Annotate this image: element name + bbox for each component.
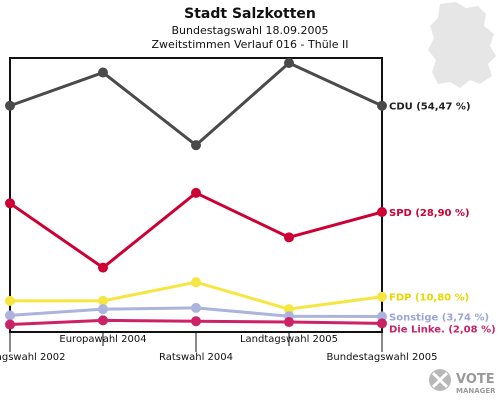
series-label-die-linke: Die Linke. (2,08 %) <box>389 324 496 335</box>
germany-map-icon <box>428 2 496 88</box>
data-point-die-linke <box>377 318 387 329</box>
data-point-fdp <box>377 291 387 302</box>
x-tick-label: Landtagswahl 2005 <box>240 334 338 345</box>
data-point-cdu <box>5 100 15 111</box>
data-point-die-linke <box>98 315 108 326</box>
data-point-sonstige <box>191 302 201 313</box>
data-point-cdu <box>284 57 294 68</box>
page-subtitle-2: Zweitstimmen Verlauf 016 - Thüle II <box>152 38 349 51</box>
x-axis: Bundestagswahl 2002 Europawahl 2004 Ratswa… <box>0 332 437 363</box>
data-point-spd <box>98 262 108 273</box>
svg-text:VOTE: VOTE <box>456 372 495 387</box>
data-point-cdu <box>191 140 201 151</box>
data-point-spd <box>5 198 15 209</box>
series-labels: CDU (54,47 %) SPD (28,90 %) FDP (10,80 %) S… <box>389 102 496 336</box>
series-line-spd <box>9 191 383 270</box>
data-point-sonstige <box>377 311 387 322</box>
page-subtitle: Bundestagswahl 18.09.2005 <box>172 24 329 37</box>
series-label-spd: SPD (28,90 %) <box>389 208 470 219</box>
svg-text:MANAGER: MANAGER <box>456 387 496 395</box>
page-title: Stadt Salzkotten <box>184 6 316 22</box>
data-point-fdp <box>284 304 294 315</box>
data-point-die-linke <box>191 316 201 327</box>
data-point-spd <box>191 187 201 198</box>
series-label-sonstige: Sonstige (3,74 %) <box>389 312 489 323</box>
series-label-fdp: FDP (10,80 %) <box>389 293 469 304</box>
data-point-die-linke <box>284 317 294 328</box>
data-point-spd <box>377 207 387 218</box>
data-point-sonstige <box>98 304 108 315</box>
x-tick-label: Bundestagswahl 2002 <box>0 352 65 363</box>
series-label-cdu: CDU (54,47 %) <box>389 102 471 113</box>
series-line-cdu <box>9 61 383 147</box>
data-point-sonstige <box>5 310 15 321</box>
series-layer <box>5 57 387 330</box>
data-point-spd <box>284 232 294 243</box>
vote-manager-logo: VOTE MANAGER <box>429 369 496 395</box>
data-point-fdp <box>5 295 15 306</box>
data-point-fdp <box>98 295 108 306</box>
data-point-cdu <box>98 67 108 78</box>
data-point-fdp <box>191 277 201 288</box>
x-tick-label: Europawahl 2004 <box>59 334 146 345</box>
x-tick-label: Ratswahl 2004 <box>159 352 233 363</box>
x-tick-label: Bundestagswahl 2005 <box>327 352 438 363</box>
data-point-cdu <box>377 100 387 111</box>
data-point-die-linke <box>5 319 15 330</box>
